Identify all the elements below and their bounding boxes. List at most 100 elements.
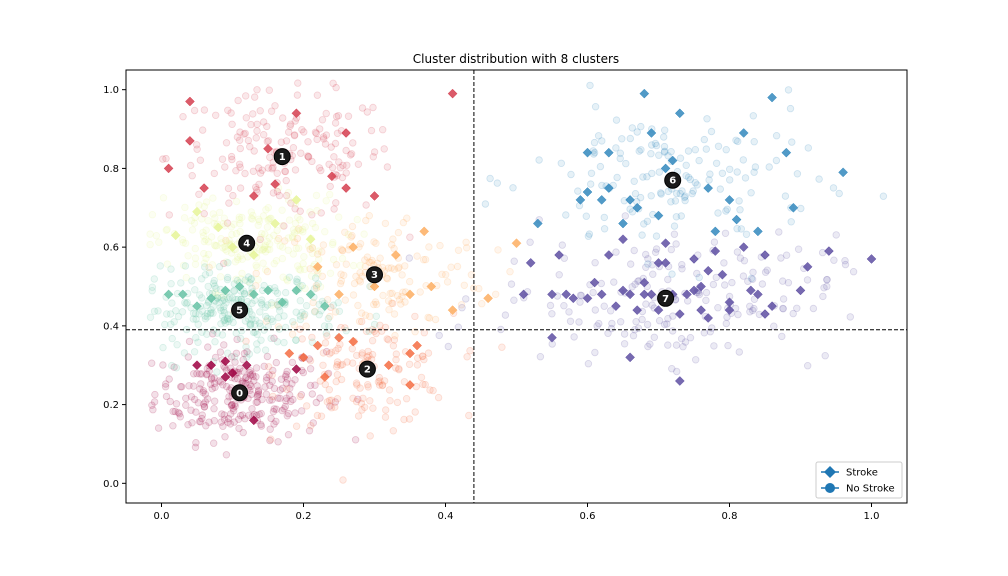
no-stroke-point [369, 103, 377, 112]
no-stroke-point [305, 427, 314, 435]
no-stroke-point [644, 260, 652, 268]
no-stroke-point [819, 292, 827, 301]
no-stroke-point [265, 234, 273, 242]
no-stroke-point [381, 219, 390, 228]
no-stroke-point [211, 338, 219, 346]
no-stroke-point [281, 237, 289, 245]
no-stroke-point [303, 402, 311, 410]
no-stroke-point [361, 311, 370, 319]
no-stroke-point [710, 342, 718, 350]
no-stroke-point [770, 322, 778, 330]
no-stroke-point [182, 401, 190, 409]
no-stroke-point [148, 210, 157, 219]
no-stroke-point [361, 262, 369, 271]
no-stroke-point [356, 269, 364, 277]
no-stroke-point [258, 229, 266, 238]
no-stroke-point [290, 131, 299, 140]
no-stroke-point [322, 347, 331, 356]
no-stroke-point [372, 312, 380, 320]
no-stroke-point [222, 382, 231, 391]
no-stroke-point [682, 161, 690, 169]
no-stroke-point [600, 302, 608, 310]
no-stroke-point [253, 86, 261, 94]
no-stroke-point [221, 222, 229, 230]
no-stroke-point [318, 116, 327, 124]
no-stroke-point [348, 231, 356, 240]
no-stroke-point [672, 213, 681, 221]
no-stroke-point [695, 156, 703, 165]
no-stroke-point [222, 238, 231, 246]
no-stroke-point [565, 308, 573, 316]
no-stroke-point [405, 360, 414, 368]
no-stroke-point [649, 270, 657, 278]
no-stroke-point [424, 349, 433, 357]
no-stroke-point [181, 262, 190, 270]
no-stroke-point [353, 351, 361, 360]
no-stroke-point [234, 256, 242, 264]
no-stroke-point [254, 386, 263, 395]
no-stroke-point [322, 197, 330, 205]
no-stroke-point [419, 380, 427, 389]
no-stroke-point [295, 244, 303, 252]
no-stroke-point [447, 263, 455, 271]
no-stroke-point [148, 401, 156, 409]
no-stroke-point [238, 255, 246, 263]
stroke-point-cluster-3 [405, 289, 415, 300]
no-stroke-point [201, 312, 209, 320]
no-stroke-point [166, 310, 175, 318]
no-stroke-point [591, 348, 599, 357]
stroke-point-cluster-7 [802, 261, 813, 272]
no-stroke-point [182, 273, 190, 282]
stroke-point-cluster-6 [767, 92, 777, 103]
cluster-center-marker-2 [358, 360, 376, 378]
no-stroke-point [332, 363, 341, 371]
no-stroke-point [277, 138, 285, 146]
no-stroke-point [255, 238, 263, 247]
no-stroke-point [318, 248, 326, 256]
y-tick-label: 1.0 [103, 85, 119, 96]
no-stroke-point [200, 403, 209, 411]
stroke-point-cluster-7 [639, 289, 650, 300]
no-stroke-point [255, 215, 263, 223]
no-stroke-point [208, 330, 217, 338]
no-stroke-point [382, 406, 390, 414]
no-stroke-point [673, 189, 681, 198]
no-stroke-point [275, 234, 283, 243]
no-stroke-point [684, 147, 693, 155]
no-stroke-point [161, 380, 170, 388]
no-stroke-point [325, 386, 333, 394]
no-stroke-point [177, 383, 186, 391]
no-stroke-point [311, 274, 320, 282]
no-stroke-point [236, 163, 244, 171]
no-stroke-point [217, 320, 225, 328]
no-stroke-point [236, 411, 245, 420]
no-stroke-point [179, 112, 187, 121]
no-stroke-point [266, 425, 274, 433]
no-stroke-point [310, 308, 319, 316]
no-stroke-point [247, 275, 255, 284]
stroke-point-cluster-7 [703, 313, 714, 323]
stroke-point-cluster-2 [412, 340, 422, 351]
no-stroke-point [239, 356, 247, 364]
no-stroke-point [316, 377, 324, 385]
no-stroke-point [355, 317, 364, 326]
no-stroke-point [165, 375, 173, 383]
no-stroke-point [211, 214, 219, 222]
no-stroke-point [356, 261, 364, 270]
no-stroke-point [372, 239, 380, 247]
no-stroke-point [346, 151, 355, 159]
no-stroke-point [657, 189, 665, 197]
no-stroke-point [509, 184, 517, 192]
no-stroke-point [273, 289, 282, 297]
no-stroke-point [266, 240, 274, 248]
no-stroke-point [337, 270, 345, 278]
no-stroke-point [366, 312, 374, 321]
no-stroke-point [700, 135, 708, 144]
no-stroke-point [292, 277, 301, 286]
no-stroke-point [352, 397, 361, 406]
no-stroke-point [841, 260, 850, 269]
no-stroke-point [332, 83, 340, 92]
no-stroke-point [637, 146, 645, 154]
no-stroke-point [268, 371, 276, 379]
no-stroke-point [245, 368, 254, 377]
